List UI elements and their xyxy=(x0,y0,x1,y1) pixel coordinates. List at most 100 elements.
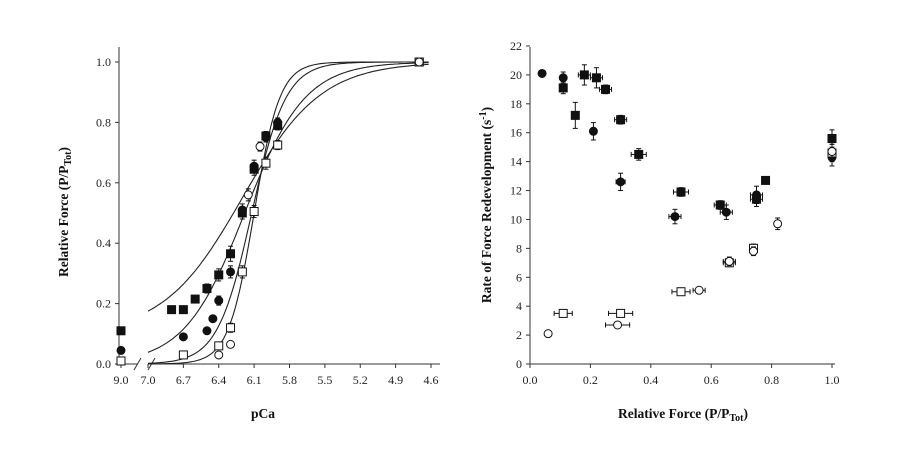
data-point-filled-circle xyxy=(721,207,731,217)
fit-curve-4 xyxy=(148,61,429,365)
data-point-filled-circle xyxy=(558,73,568,83)
data-point-open-square xyxy=(616,308,626,318)
chart-relative-force-vs-pca: 0.0 0.2 0.4 0.6 0.8 1.0 9.0 7.0 6.7 6.4 6.1 5.8 5.5 5… xyxy=(56,47,440,421)
data-point-filled-square xyxy=(616,115,626,125)
data-point-open-square xyxy=(273,140,283,150)
y-tick-label: 18 xyxy=(510,97,522,111)
data-point-open-square xyxy=(261,158,271,168)
x-tick-label: 6.4 xyxy=(211,373,226,387)
chart-a-y-axis-label: Relative Force (P/PTot) xyxy=(56,147,74,277)
y-tick-label: 0 xyxy=(516,357,522,371)
fit-curve-2 xyxy=(147,62,429,353)
y-tick-label: 0.6 xyxy=(96,176,111,190)
data-point-filled-circle xyxy=(178,332,188,342)
chart-b-y-axis-label: Rate of Force Redevelopment (s-1) xyxy=(478,107,494,303)
x-tick-label: 5.5 xyxy=(317,373,332,387)
data-point-open-square xyxy=(676,287,686,297)
data-point-filled-square xyxy=(601,84,610,94)
data-point-filled-circle xyxy=(226,267,236,277)
data-point-filled-square xyxy=(634,149,644,159)
chart-b-points xyxy=(537,64,837,339)
data-point-filled-square xyxy=(116,326,126,336)
data-point-open-circle xyxy=(827,147,837,157)
data-point-filled-circle xyxy=(214,296,224,306)
chart-b-x-axis-label-close: ) xyxy=(744,406,749,421)
y-tick-label: 8 xyxy=(516,241,522,255)
y-tick-label: 0.8 xyxy=(96,115,111,129)
data-point-open-square xyxy=(178,350,188,360)
chart-a-tick-labels: 0.0 0.2 0.4 0.6 0.8 1.0 9.0 7.0 6.7 6.4 6.1 5.8 5.5 5… xyxy=(96,55,439,387)
chart-a-x-axis-label: pCa xyxy=(251,406,275,421)
data-point-open-square xyxy=(214,341,224,351)
data-point-filled-square xyxy=(202,284,212,293)
data-point-open-square xyxy=(237,267,247,277)
data-point-open-circle xyxy=(748,246,758,256)
data-point-filled-square xyxy=(570,110,580,120)
y-tick-label: 12 xyxy=(510,184,522,198)
x-tick-label: 7.0 xyxy=(141,373,156,387)
data-point-filled-square xyxy=(579,70,589,80)
chart-a-points xyxy=(116,57,424,366)
chart-b-x-axis-label-main: Relative Force (P/P xyxy=(618,406,729,421)
data-point-filled-circle xyxy=(261,133,271,142)
data-point-open-circle xyxy=(226,339,236,349)
data-point-open-circle xyxy=(724,256,734,266)
data-point-filled-circle xyxy=(208,314,218,324)
data-point-filled-circle xyxy=(588,126,598,136)
chart-b-y-axis-label-sup: -1 xyxy=(478,111,489,119)
data-point-filled-circle xyxy=(249,161,259,171)
data-point-open-circle xyxy=(243,190,253,200)
data-point-filled-square xyxy=(558,83,568,93)
chart-a-y-axis-label-sub: Tot xyxy=(63,151,74,166)
data-point-open-circle xyxy=(543,329,553,339)
data-point-filled-square xyxy=(190,294,200,304)
data-point-open-circle xyxy=(613,320,623,330)
data-point-filled-square xyxy=(167,305,177,315)
chart-b-x-axis-label-sub: Tot xyxy=(729,413,744,424)
x-tick-label: 0.6 xyxy=(704,373,719,387)
y-tick-label: 0.4 xyxy=(96,236,111,250)
y-tick-label: 14 xyxy=(510,155,522,169)
chart-a-y-axis-label-close: ) xyxy=(56,147,71,152)
chart-a-fit-curves xyxy=(147,61,429,365)
data-point-open-circle xyxy=(214,350,224,360)
data-point-filled-square xyxy=(715,200,725,210)
data-point-filled-circle xyxy=(616,177,626,187)
data-point-filled-square xyxy=(676,187,686,197)
y-tick-label: 1.0 xyxy=(96,55,111,69)
y-tick-label: 6 xyxy=(516,270,522,284)
x-tick-label: 4.9 xyxy=(388,373,403,387)
chart-rate-vs-relative-force: 0 2 4 6 8 10 12 14 16 18 20 22 0.0 0.2 0.4 0.6 0.8 1.0 Re… xyxy=(478,39,840,424)
x-tick-label: 0.0 xyxy=(523,373,538,387)
data-point-filled-circle xyxy=(537,68,547,78)
axis-break-mark xyxy=(133,357,142,371)
data-point-filled-circle xyxy=(670,212,680,222)
y-tick-label: 4 xyxy=(516,299,522,313)
y-tick-label: 22 xyxy=(510,39,522,53)
x-tick-label: 6.1 xyxy=(247,373,262,387)
fit-curve-3 xyxy=(147,61,429,364)
chart-b-y-axis-label-close: ) xyxy=(479,107,494,112)
x-tick-label: 0.8 xyxy=(764,373,779,387)
data-point-open-circle xyxy=(255,142,265,152)
chart-a-axes xyxy=(115,47,440,371)
data-point-filled-square xyxy=(226,249,236,259)
data-point-open-square xyxy=(558,308,568,318)
data-point-filled-circle xyxy=(116,345,126,355)
data-point-open-circle xyxy=(773,219,783,229)
data-point-open-square xyxy=(226,323,236,333)
x-tick-label: 5.8 xyxy=(282,373,297,387)
data-point-filled-circle xyxy=(237,205,247,215)
chart-b-tick-labels: 0 2 4 6 8 10 12 14 16 18 20 22 0.0 0.2 0.4 0.6 0.8 1.0 xyxy=(510,39,840,387)
fit-curve-1 xyxy=(147,63,429,312)
x-tick-label: 5.2 xyxy=(353,373,368,387)
x-tick-label: 9.0 xyxy=(114,373,129,387)
data-point-filled-circle xyxy=(273,117,283,127)
y-tick-label: 10 xyxy=(510,212,522,226)
chart-b-x-axis-label: Relative Force (P/PTot) xyxy=(618,406,748,424)
data-point-open-square xyxy=(249,206,259,216)
data-point-open-circle xyxy=(414,57,424,67)
x-tick-label: 6.7 xyxy=(176,373,191,387)
chart-b-y-axis-label-main: Rate of Force Redevelopment (s xyxy=(479,120,494,303)
